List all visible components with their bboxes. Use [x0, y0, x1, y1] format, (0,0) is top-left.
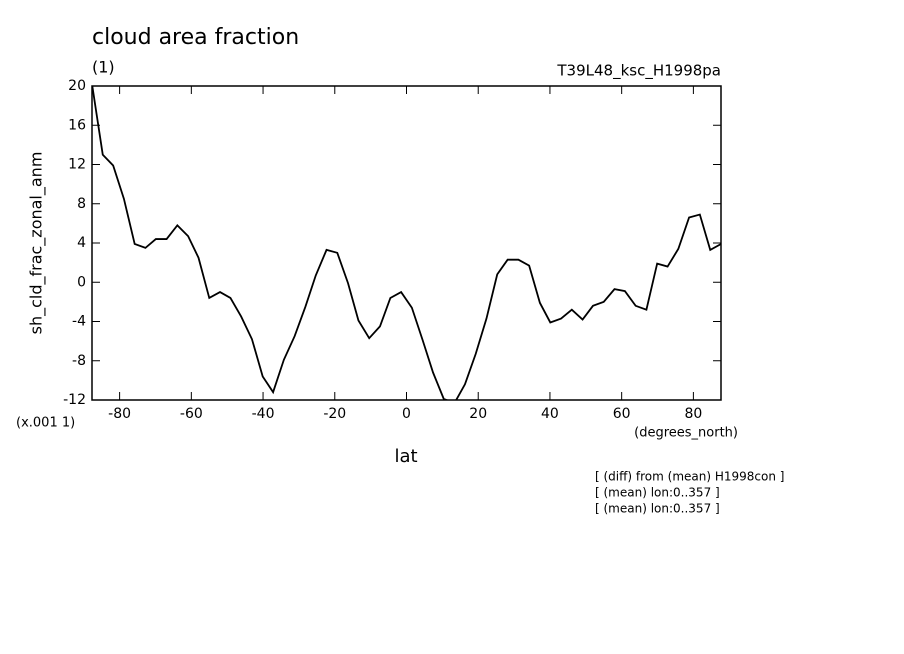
x-axis-label: lat: [394, 446, 417, 467]
x-tick-label: -20: [323, 406, 346, 422]
x-tick-label: -40: [252, 406, 275, 422]
y-tick-label: 0: [77, 274, 86, 290]
x-tick-label: 20: [469, 406, 487, 422]
chart-title: cloud area fraction: [92, 25, 299, 50]
y-tick-label: 4: [77, 235, 86, 251]
note: [ (mean) lon:0..357 ]: [595, 502, 720, 516]
x-tick-label: 60: [613, 406, 631, 422]
y-tick-label: 12: [68, 157, 86, 173]
y-axis-label: sh_cld_frac_zonal_anm: [27, 152, 47, 335]
y-tick-label: -4: [72, 314, 86, 330]
y-tick-label: -12: [63, 392, 86, 408]
data-line: [92, 86, 721, 400]
run-label: T39L48_ksc_H1998pa: [556, 62, 721, 81]
subtitle: (1): [92, 58, 115, 77]
x-tick-label: 80: [684, 406, 702, 422]
y-tick-label: -8: [72, 353, 86, 369]
y-tick-label: 8: [77, 196, 86, 212]
y-tick-label: 20: [68, 78, 86, 94]
y-scale-note: (x.001 1): [16, 416, 75, 431]
note: [ (mean) lon:0..357 ]: [595, 486, 720, 500]
note: [ (diff) from (mean) H1998con ]: [595, 470, 784, 484]
y-tick-label: 16: [68, 117, 86, 133]
x-tick-label: 40: [541, 406, 559, 422]
x-units: (degrees_north): [634, 426, 738, 441]
x-tick-label: 0: [402, 406, 411, 422]
x-tick-label: -60: [180, 406, 203, 422]
x-tick-label: -80: [108, 406, 131, 422]
